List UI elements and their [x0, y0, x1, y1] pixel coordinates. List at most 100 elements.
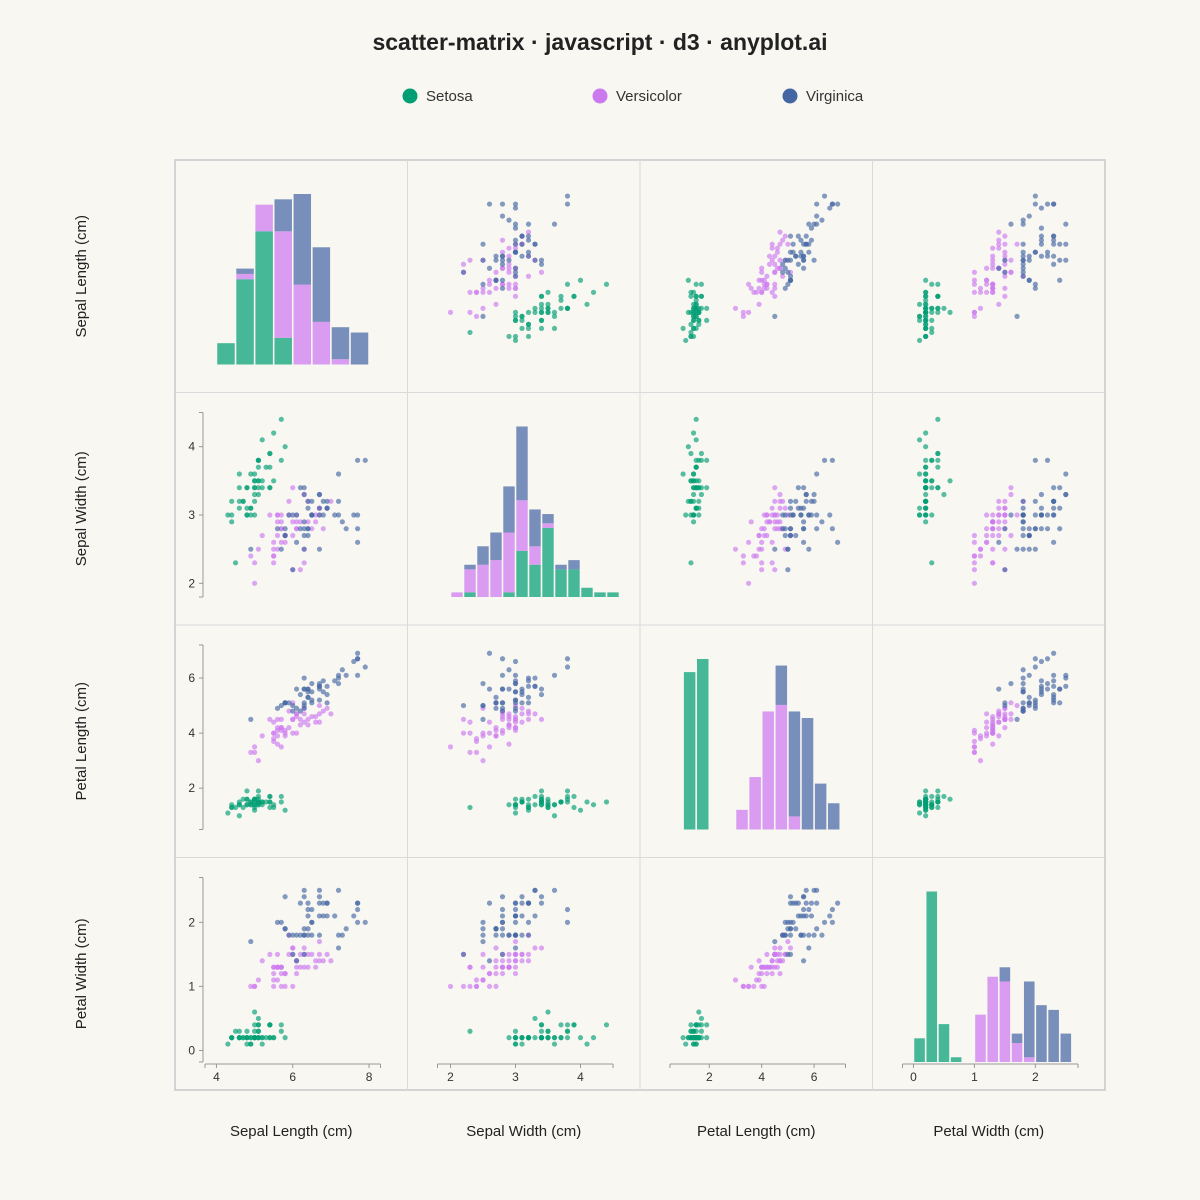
point-versicolor	[1002, 711, 1008, 717]
point-versicolor	[751, 983, 757, 990]
point-virginica	[1038, 241, 1045, 247]
point-versicolor	[278, 744, 284, 750]
point-versicolor	[486, 719, 493, 725]
hist-bar-setosa	[274, 337, 292, 365]
point-setosa	[538, 305, 545, 311]
point-virginica	[512, 201, 519, 207]
x-tick-label: 4	[213, 1070, 220, 1084]
point-versicolor	[769, 241, 775, 247]
point-virginica	[301, 951, 307, 957]
point-versicolor	[1002, 512, 1008, 518]
point-virginica	[1020, 546, 1026, 552]
point-virginica	[320, 900, 326, 906]
point-versicolor	[774, 964, 780, 970]
point-setosa	[251, 796, 258, 802]
point-setosa	[916, 337, 923, 344]
point-setosa	[690, 498, 697, 504]
point-versicolor	[473, 289, 480, 295]
point-versicolor	[756, 285, 762, 291]
point-virginica	[512, 700, 519, 706]
point-versicolor	[525, 708, 532, 714]
hist-bar-virginica	[1036, 1005, 1047, 1062]
point-setosa	[512, 337, 519, 344]
point-virginica	[798, 249, 804, 255]
point-virginica	[819, 217, 825, 223]
point-virginica	[339, 519, 345, 525]
point-versicolor	[480, 964, 486, 970]
point-setosa	[929, 329, 935, 336]
point-setosa	[240, 498, 246, 504]
cell-1-1	[451, 426, 619, 597]
point-virginica	[499, 926, 506, 932]
point-versicolor	[480, 951, 486, 957]
point-versicolor	[480, 305, 486, 311]
point-virginica	[808, 237, 815, 243]
hist-bar-versicolor	[312, 321, 331, 365]
point-setosa	[532, 793, 538, 800]
point-setosa	[244, 512, 250, 518]
point-setosa	[577, 1035, 584, 1041]
point-virginica	[486, 650, 493, 656]
point-virginica	[305, 926, 311, 932]
point-virginica	[798, 237, 804, 243]
point-setosa	[248, 802, 254, 808]
hist-bar-versicolor	[255, 204, 273, 232]
point-virginica	[814, 926, 820, 932]
point-virginica	[493, 694, 499, 700]
point-virginica	[1026, 253, 1032, 259]
hist-bar-setosa	[568, 569, 580, 597]
point-virginica	[814, 201, 820, 207]
point-versicolor	[990, 741, 996, 747]
point-versicolor	[473, 983, 480, 990]
point-versicolor	[316, 711, 323, 717]
point-virginica	[274, 705, 281, 711]
point-virginica	[305, 694, 311, 700]
point-virginica	[1026, 694, 1032, 700]
point-virginica	[355, 656, 361, 662]
point-setosa	[551, 309, 558, 315]
point-setosa	[236, 485, 242, 491]
point-virginica	[785, 546, 791, 552]
point-virginica	[1063, 491, 1069, 498]
point-setosa	[690, 471, 697, 477]
point-setosa	[916, 810, 923, 816]
point-versicolor	[780, 273, 786, 279]
point-virginica	[293, 932, 300, 938]
point-versicolor	[290, 730, 296, 736]
point-versicolor	[313, 719, 319, 725]
point-versicolor	[772, 281, 778, 287]
point-virginica	[538, 691, 545, 698]
point-virginica	[309, 932, 315, 938]
hist-bar-versicolor	[451, 592, 463, 597]
point-setosa	[603, 1022, 610, 1028]
point-versicolor	[301, 719, 307, 725]
legend-item-versicolor: Versicolor	[592, 88, 682, 105]
point-virginica	[780, 932, 786, 938]
point-virginica	[274, 919, 281, 925]
point-setosa	[696, 1009, 702, 1015]
x-tick-label: 1	[971, 1070, 978, 1084]
point-virginica	[829, 526, 836, 532]
hist-bar-virginica	[1060, 1033, 1072, 1062]
point-virginica	[519, 241, 525, 247]
point-versicolor	[460, 261, 467, 267]
point-setosa	[935, 804, 941, 811]
point-versicolor	[506, 261, 512, 267]
point-versicolor	[971, 289, 978, 295]
point-virginica	[480, 702, 486, 709]
point-virginica	[480, 680, 486, 687]
point-virginica	[506, 932, 512, 938]
point-versicolor	[493, 970, 499, 977]
point-versicolor	[990, 265, 996, 271]
point-virginica	[1020, 273, 1026, 279]
point-virginica	[297, 526, 303, 532]
point-versicolor	[971, 281, 978, 287]
point-virginica	[355, 672, 361, 678]
point-virginica	[538, 686, 545, 692]
point-setosa	[916, 313, 923, 319]
point-virginica	[787, 233, 794, 239]
point-virginica	[795, 505, 801, 511]
point-setosa	[248, 512, 254, 518]
point-versicolor	[251, 580, 258, 586]
point-virginica	[1026, 277, 1032, 283]
